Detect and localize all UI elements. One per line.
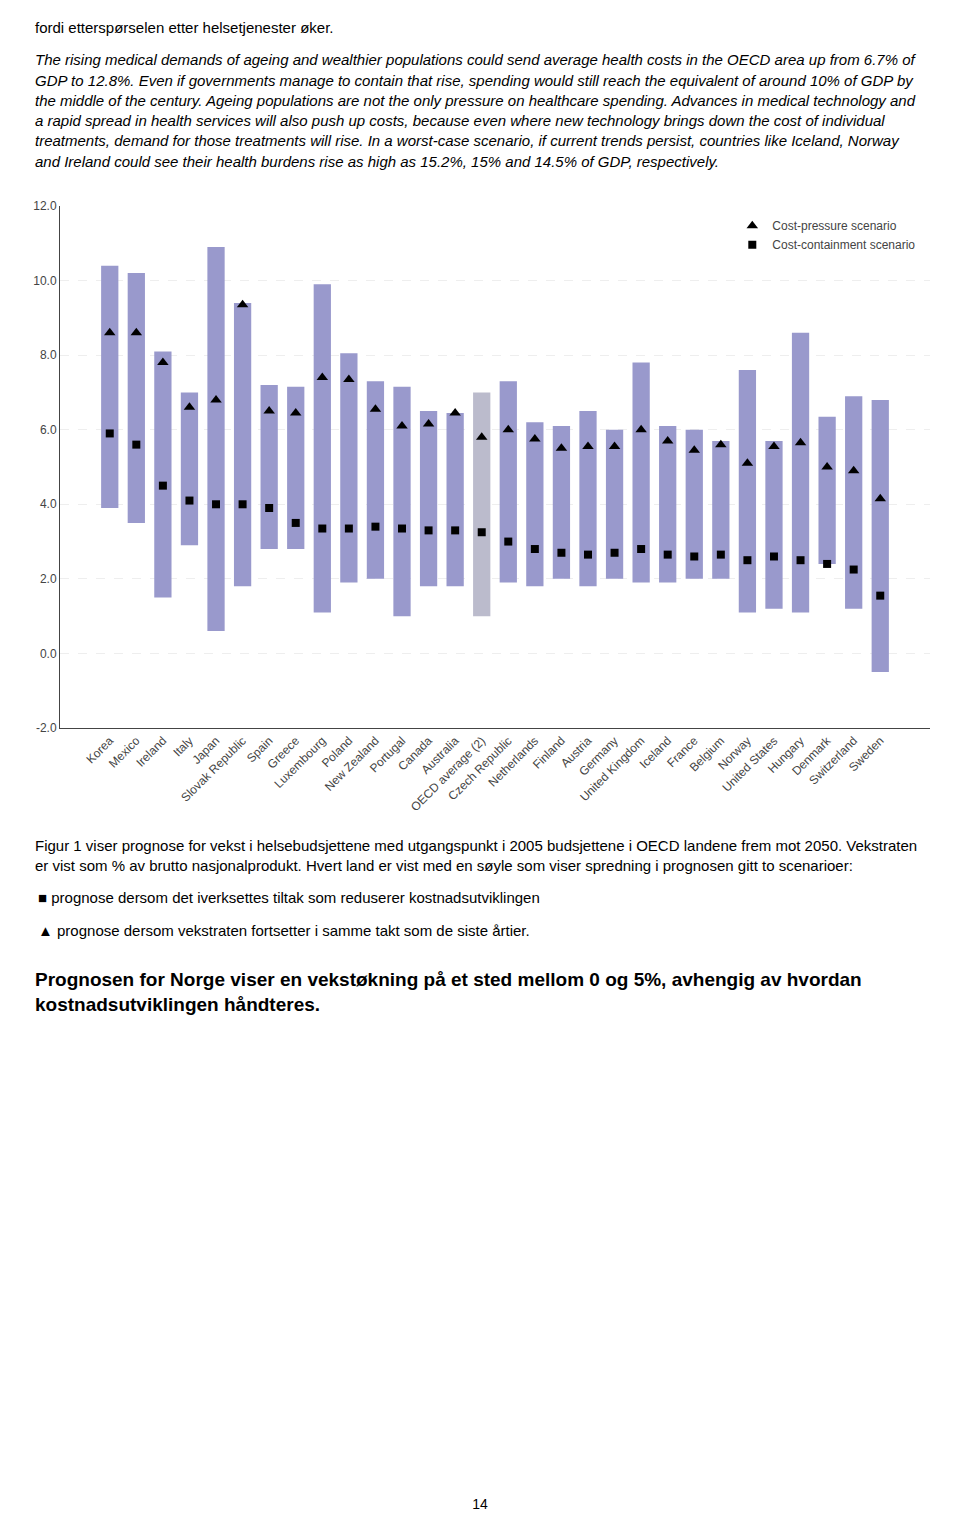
svg-text:Denmark: Denmark [789, 733, 834, 778]
html-text:Prognosen for Norge viser en v: Prognosen for Norge viser en vekstøkning… [35, 968, 862, 1016]
svg-text:8.0: 8.0 [40, 348, 57, 362]
svg-text:Portugal: Portugal [367, 734, 409, 776]
html-text:Figur 1 viser prognose for vek: Figur 1 viser prognose for vekst i helse… [35, 836, 918, 874]
html-text:The rising medical demands of: The rising medical demands of ageing and… [35, 51, 915, 170]
svg-text:New Zealand: New Zealand [322, 734, 382, 794]
svg-text:OECD average (2): OECD average (2) [408, 734, 488, 814]
svg-text:France: France [664, 733, 701, 770]
svg-text:Spain: Spain [244, 734, 276, 766]
svg-text:Korea: Korea [84, 733, 117, 766]
svg-text:Greece: Greece [264, 733, 302, 771]
svg-text:Mexico: Mexico [106, 733, 143, 770]
svg-text:Japan: Japan [189, 734, 222, 767]
svg-text:6.0: 6.0 [40, 423, 57, 437]
svg-text:Slovak Republic: Slovak Republic [178, 734, 249, 805]
svg-text:4.0: 4.0 [40, 497, 57, 511]
svg-text:Canada: Canada [395, 733, 435, 773]
svg-text:Australia: Australia [419, 733, 462, 776]
svg-text:Cost-pressure scenario: Cost-pressure scenario [772, 219, 896, 233]
svg-text:United States: United States [719, 734, 780, 795]
svg-text:Austria: Austria [558, 733, 595, 770]
html-text:■ prognose dersom det iverkset: ■ prognose dersom det iverksettes tiltak… [38, 889, 540, 907]
svg-text:Finland: Finland [530, 734, 568, 772]
svg-text:10.0: 10.0 [33, 274, 57, 288]
svg-text:Ireland: Ireland [133, 734, 169, 770]
html-text:fordi etterspørselen etter hel: fordi etterspørselen etter helsetjeneste… [35, 19, 334, 36]
svg-text:Belgium: Belgium [687, 734, 728, 775]
svg-text:12.0: 12.0 [33, 199, 57, 213]
svg-text:Italy: Italy [170, 734, 195, 759]
svg-text:United Kingdom: United Kingdom [577, 734, 647, 804]
svg-text:Germany: Germany [576, 734, 621, 779]
svg-text:Norway: Norway [715, 734, 754, 773]
svg-text:Poland: Poland [319, 734, 355, 770]
svg-text:Luxembourg: Luxembourg [272, 734, 329, 791]
svg-text:Netherlands: Netherlands [486, 734, 542, 790]
svg-text:Czech Republic: Czech Republic [445, 734, 514, 803]
html-text:▲ prognose dersom vekstraten f: ▲ prognose dersom vekstraten fortsetter … [38, 921, 530, 939]
svg-text:-2.0: -2.0 [36, 721, 57, 735]
svg-text:2.0: 2.0 [40, 572, 57, 586]
svg-text:Switzerland: Switzerland [806, 734, 860, 788]
svg-text:Iceland: Iceland [637, 734, 674, 771]
svg-text:Hungary: Hungary [765, 734, 807, 776]
svg-text:Cost-containment scenario: Cost-containment scenario [772, 238, 915, 252]
svg-text:Sweden: Sweden [846, 734, 887, 775]
html-text:14: 14 [472, 1496, 488, 1512]
svg-text:0.0: 0.0 [40, 646, 57, 660]
